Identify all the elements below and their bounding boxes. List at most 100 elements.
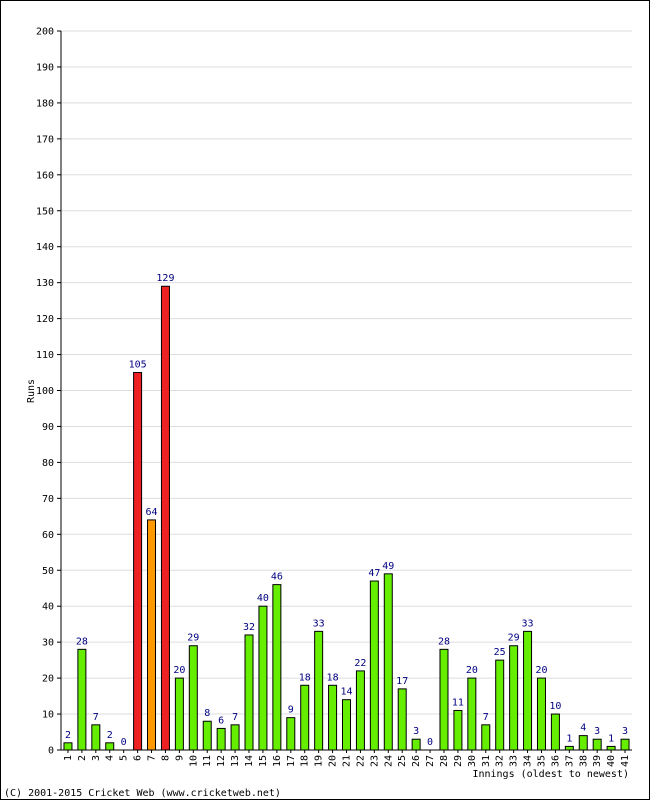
bar xyxy=(174,677,184,751)
bar xyxy=(397,688,407,751)
y-tick-label: 80 xyxy=(42,458,54,469)
data-label: 6 xyxy=(218,715,224,726)
x-tick-label: 11 xyxy=(202,755,213,767)
y-tick-label: 120 xyxy=(36,314,54,325)
bar xyxy=(244,634,254,751)
x-tick-label: 24 xyxy=(383,755,394,767)
data-label: 17 xyxy=(396,676,408,687)
bar xyxy=(286,717,296,751)
data-label: 40 xyxy=(257,593,269,604)
x-tick-label: 8 xyxy=(160,755,171,761)
bar xyxy=(592,738,602,751)
y-tick-label: 30 xyxy=(42,638,54,649)
bar xyxy=(509,645,519,751)
x-tick-label: 1 xyxy=(63,755,74,761)
bar xyxy=(536,677,546,751)
bar xyxy=(355,670,365,751)
data-label: 7 xyxy=(232,712,238,723)
x-tick-label: 12 xyxy=(216,755,227,767)
x-tick-label: 30 xyxy=(467,755,478,767)
data-label: 20 xyxy=(173,665,185,676)
bar xyxy=(314,630,324,751)
bar xyxy=(453,709,463,751)
x-tick-label: 33 xyxy=(509,755,520,767)
data-label: 28 xyxy=(76,636,88,647)
data-label: 47 xyxy=(368,568,380,579)
grid-lines xyxy=(61,30,632,715)
bar xyxy=(578,735,588,751)
data-label: 1 xyxy=(608,733,614,744)
data-label: 1 xyxy=(566,733,572,744)
x-tick-label: 28 xyxy=(439,755,450,767)
x-tick-label: 36 xyxy=(550,755,561,767)
data-label: 29 xyxy=(508,633,520,644)
x-tick-label: 2 xyxy=(77,755,88,761)
y-tick-label: 90 xyxy=(42,422,54,433)
data-label: 64 xyxy=(146,507,158,518)
bar xyxy=(550,713,560,751)
y-tick-label: 200 xyxy=(36,27,54,38)
x-tick-label: 34 xyxy=(523,755,534,767)
bar xyxy=(230,724,240,751)
data-label: 105 xyxy=(129,360,147,371)
y-tick-label: 180 xyxy=(36,98,54,109)
data-label: 0 xyxy=(121,737,127,748)
bar xyxy=(495,659,505,751)
bar xyxy=(383,573,393,751)
data-label: 25 xyxy=(494,647,506,658)
x-tick-label: 4 xyxy=(105,755,116,761)
x-tick-label: 15 xyxy=(258,755,269,767)
data-label: 9 xyxy=(288,705,294,716)
bar xyxy=(188,645,198,751)
x-tick-label: 7 xyxy=(147,755,158,761)
data-label: 4 xyxy=(580,723,586,734)
data-label: 7 xyxy=(483,712,489,723)
x-tick-label: 41 xyxy=(620,755,631,767)
y-tick-label: 170 xyxy=(36,134,54,145)
bar xyxy=(272,584,282,751)
data-label: 22 xyxy=(354,658,366,669)
data-label: 20 xyxy=(466,665,478,676)
x-tick-label: 5 xyxy=(119,755,130,761)
data-label: 14 xyxy=(340,687,352,698)
y-tick-label: 10 xyxy=(42,710,54,721)
y-tick-label: 100 xyxy=(36,386,54,397)
x-tick-label: 22 xyxy=(355,755,366,767)
x-tick-label: 9 xyxy=(174,755,185,761)
data-label: 129 xyxy=(156,273,174,284)
x-tick-label: 32 xyxy=(495,755,506,767)
data-label: 18 xyxy=(299,672,311,683)
bar xyxy=(216,727,226,751)
data-label: 3 xyxy=(622,726,628,737)
x-tick-label: 38 xyxy=(578,755,589,767)
y-axis-title: Runs xyxy=(26,379,37,403)
y-tick-label: 110 xyxy=(36,350,54,361)
x-tick-label: 10 xyxy=(188,755,199,767)
data-label: 46 xyxy=(271,572,283,583)
x-tick-label: 21 xyxy=(342,755,353,767)
data-label: 8 xyxy=(204,708,210,719)
x-tick-label: 26 xyxy=(411,755,422,767)
x-tick-label: 3 xyxy=(91,755,102,761)
data-label: 18 xyxy=(327,672,339,683)
y-tick-label: 0 xyxy=(48,746,54,757)
y-axis-ticks: 0 10 20 30 40 50 60 70 80 90 100 110 120 130 140 150 160… xyxy=(36,27,61,757)
x-tick-label: 23 xyxy=(369,755,380,767)
bar xyxy=(342,699,351,751)
bar xyxy=(63,742,73,751)
y-tick-label: 60 xyxy=(42,530,54,541)
y-tick-label: 20 xyxy=(42,674,54,685)
y-tick-label: 190 xyxy=(36,62,54,73)
x-tick-label: 35 xyxy=(536,755,547,767)
y-tick-label: 140 xyxy=(36,242,54,253)
data-label: 49 xyxy=(382,561,394,572)
x-axis-title: Innings (oldest to newest) xyxy=(472,769,629,780)
data-label: 7 xyxy=(93,712,99,723)
x-tick-label: 27 xyxy=(425,755,436,767)
y-tick-label: 50 xyxy=(42,566,54,577)
y-tick-label: 130 xyxy=(36,278,54,289)
bar xyxy=(77,648,87,751)
